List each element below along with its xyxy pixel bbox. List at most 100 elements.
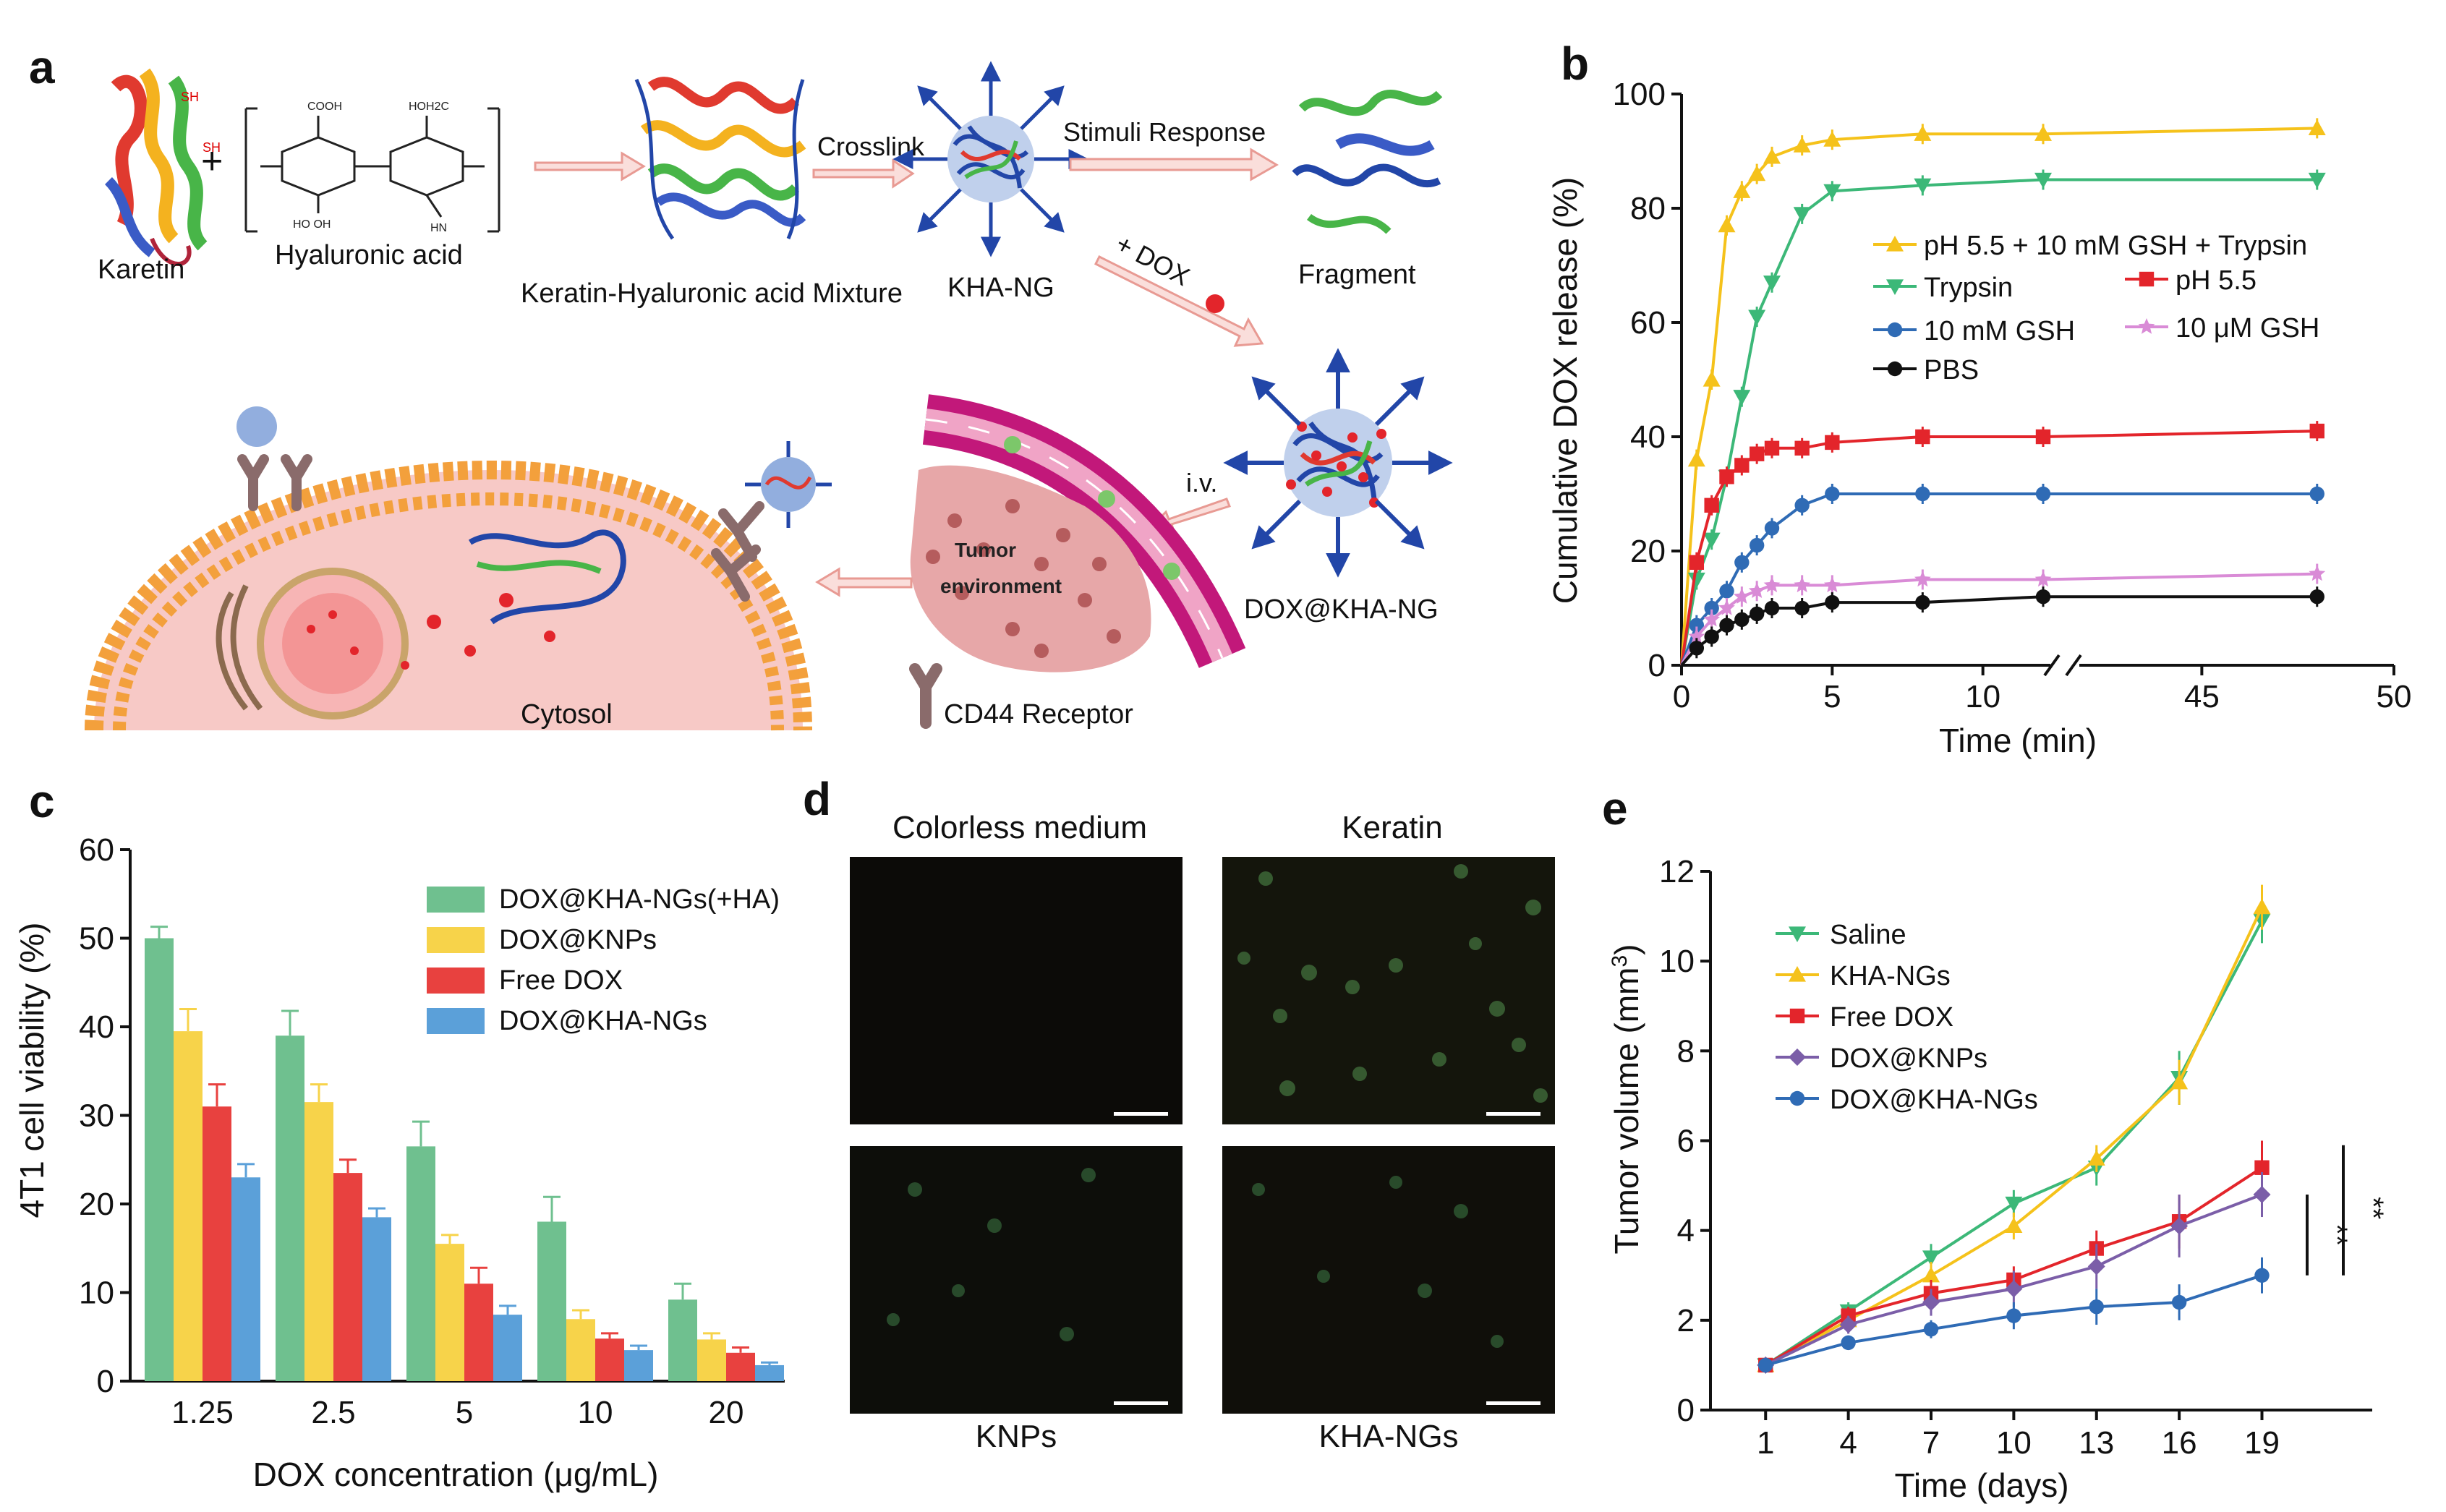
cell-icon	[85, 406, 832, 731]
mixture-label: Keratin-Hyaluronic acid Mixture	[521, 278, 903, 309]
data-point	[2309, 423, 2324, 439]
bar	[755, 1364, 784, 1381]
data-point	[1748, 582, 1765, 598]
bar	[464, 1284, 493, 1381]
legend-label: DOX@KHA-NGs	[1830, 1085, 2038, 1115]
legend-label: DOX@KNPs	[499, 925, 657, 955]
tumor-environment-label: environment	[940, 575, 1062, 597]
legend-marker	[1887, 361, 1903, 377]
data-point	[2035, 589, 2051, 605]
kha-ng-nanogel-icon	[892, 61, 1089, 257]
data-point	[1841, 1335, 1856, 1351]
kha-ng-label: KHA-NG	[947, 273, 1054, 303]
bar	[362, 1217, 391, 1381]
y-tick-label: 2	[1677, 1303, 1695, 1338]
x-tick-label: 7	[1922, 1425, 1940, 1461]
data-point	[1688, 628, 1705, 644]
micrograph-kha-ngs	[1222, 1146, 1555, 1414]
x-tick-label: 5	[1823, 679, 1841, 714]
svg-text:SH: SH	[203, 140, 221, 155]
data-point	[2005, 1196, 2023, 1213]
x-tick-label: 4	[1839, 1425, 1857, 1461]
arrow-1	[534, 151, 646, 181]
plus-sign: +	[201, 140, 223, 182]
hyaluronic-acid-label: Hyaluronic acid	[275, 240, 463, 270]
legend-marker	[1789, 1048, 1806, 1066]
legend-label: Saline	[1830, 920, 1906, 950]
data-point	[2170, 1217, 2189, 1235]
data-point	[1823, 184, 1841, 200]
svg-text:SH: SH	[181, 90, 199, 104]
legend-marker	[1789, 926, 1806, 942]
data-point	[1915, 486, 1930, 502]
y-tick-label: 0	[1648, 648, 1666, 683]
arrow-cell	[815, 567, 913, 597]
data-point	[1689, 641, 1705, 656]
bar	[276, 1035, 304, 1381]
data-point	[1733, 182, 1751, 198]
data-point	[2254, 1268, 2270, 1283]
data-point	[1748, 309, 1766, 326]
y-tick-label: 60	[1630, 305, 1666, 341]
y-tick-label: 40	[1630, 419, 1666, 455]
legend-label: pH 5.5 + 10 mM GSH + Trypsin	[1924, 231, 2307, 261]
data-point	[1749, 446, 1765, 461]
data-point	[1763, 576, 1781, 593]
data-point	[1687, 572, 1705, 589]
data-point	[1733, 390, 1751, 406]
legend-marker	[1789, 966, 1806, 982]
data-point	[2034, 571, 2052, 587]
y-tick-label: 12	[1659, 854, 1695, 889]
data-point	[1764, 440, 1780, 456]
data-point	[1689, 555, 1705, 570]
plus-dox-label: + DOX	[1111, 228, 1195, 291]
fragment-label: Fragment	[1298, 260, 1416, 290]
y-tick-label: 8	[1677, 1033, 1695, 1069]
panel-a-schematic: a SH SH Karetin + COOH HOH2C HO OH HN Hy…	[29, 41, 1453, 731]
dox-molecule-icon	[1206, 294, 1224, 313]
data-point	[1704, 600, 1719, 616]
arrow-dox	[1094, 255, 1264, 347]
data-point	[1763, 276, 1781, 291]
data-point	[2005, 1280, 2023, 1298]
legend-swatch	[427, 1008, 485, 1034]
data-point	[2006, 1308, 2021, 1323]
panel-c-viability-chart: c 0 10 20 30 40 50 60 1.25 2.5 5 10 20 DOX@KHA-NGs(…	[13, 775, 785, 1493]
y-tick-label: 0	[1677, 1393, 1695, 1428]
data-point	[1839, 1316, 1857, 1334]
y-tick-label: 10	[1659, 944, 1695, 979]
bar	[203, 1106, 231, 1381]
data-point	[2087, 1150, 2105, 1166]
data-point	[1719, 584, 1734, 599]
data-point	[1922, 1266, 1940, 1283]
legend-swatch	[427, 887, 485, 913]
data-point	[1794, 440, 1810, 456]
data-point	[1687, 450, 1705, 467]
series-line-4	[1680, 572, 2317, 666]
data-point	[1763, 148, 1781, 164]
bar	[145, 938, 174, 1381]
legend-marker	[1886, 279, 1904, 295]
data-point	[2254, 1160, 2270, 1175]
data-point	[1764, 600, 1780, 616]
data-point	[1794, 497, 1810, 513]
data-point	[1734, 612, 1750, 627]
data-point	[1825, 486, 1840, 502]
data-point	[1718, 216, 1736, 233]
arrow-2	[812, 158, 915, 189]
image-title-keratin: Keratin	[1342, 810, 1443, 845]
chart-e-ylabel: Tumor volume (mm3)	[1608, 944, 1645, 1254]
data-point	[1915, 429, 1930, 445]
chart-c-xlabel: DOX concentration (μg/mL)	[253, 1456, 659, 1493]
panel-b-letter: b	[1561, 38, 1589, 90]
data-point	[2171, 1294, 2187, 1310]
axis-break	[2043, 654, 2082, 677]
y-tick-label: 100	[1613, 77, 1666, 112]
data-point	[1914, 125, 1932, 141]
data-point	[1922, 1294, 1940, 1311]
legend-marker	[2139, 271, 2155, 287]
data-point	[1794, 576, 1811, 593]
y-tick-label: 20	[79, 1187, 114, 1222]
x-tick-label: 2.5	[311, 1395, 355, 1430]
hyaluronic-acid-structure-icon: COOH HOH2C HO OH HN	[244, 101, 500, 234]
